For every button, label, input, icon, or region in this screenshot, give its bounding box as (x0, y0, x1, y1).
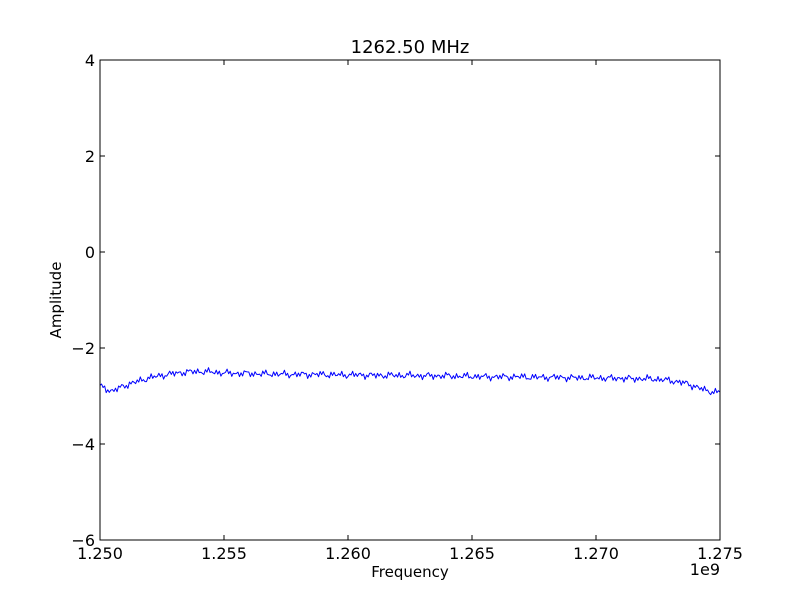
y-tick-label: −2 (71, 339, 95, 358)
x-offset-label: 1e9 (690, 560, 720, 579)
x-tick-label: 1.260 (325, 544, 371, 563)
plot-area (99, 59, 721, 541)
y-tick-label: 4 (85, 51, 95, 70)
plot-background (100, 60, 720, 540)
x-tick-label: 1.275 (697, 544, 743, 563)
x-axis-label: Frequency (371, 563, 449, 581)
x-tick-label: 1.270 (573, 544, 619, 563)
plot-frame (99, 59, 721, 541)
y-tick-label: 2 (85, 147, 95, 166)
y-ticks: −6 −4 −2 0 2 4 (71, 51, 720, 550)
series-line (99, 367, 721, 396)
x-tick-label: 1.265 (449, 544, 495, 563)
x-tick-label: 1.255 (201, 544, 247, 563)
y-tick-label: −4 (71, 435, 95, 454)
y-axis-label: Amplitude (47, 262, 65, 339)
x-tick-label: 1.250 (77, 544, 123, 563)
x-ticks: 1.250 1.255 1.260 1.265 1.270 1.275 (77, 60, 743, 563)
y-tick-label: −6 (71, 531, 95, 550)
chart-title: 1262.50 MHz (351, 37, 470, 58)
y-tick-label: 0 (85, 243, 95, 262)
